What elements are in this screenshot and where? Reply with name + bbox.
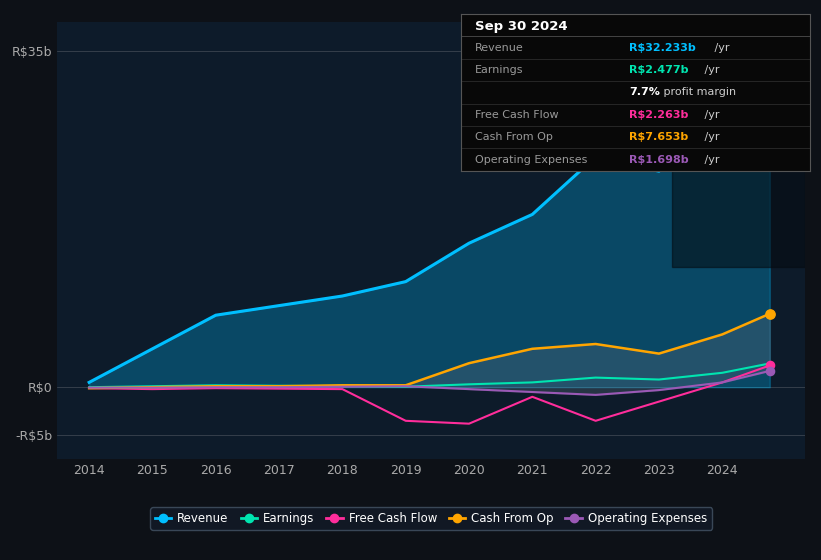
Bar [672,22,805,267]
Text: R$32.233b: R$32.233b [629,43,695,53]
Text: R$2.477b: R$2.477b [629,65,688,75]
Text: /yr: /yr [701,155,720,165]
Text: /yr: /yr [710,43,729,53]
Point [764,309,777,318]
Text: Earnings: Earnings [475,65,524,75]
Text: Revenue: Revenue [475,43,524,53]
Text: 7.7%: 7.7% [629,87,660,97]
Text: R$2.263b: R$2.263b [629,110,688,120]
Text: Operating Expenses: Operating Expenses [475,155,588,165]
Text: R$1.698b: R$1.698b [629,155,689,165]
Point [764,73,777,82]
Legend: Revenue, Earnings, Free Cash Flow, Cash From Op, Operating Expenses: Revenue, Earnings, Free Cash Flow, Cash … [150,507,712,530]
Point [764,366,777,375]
Text: profit margin: profit margin [660,87,736,97]
Text: /yr: /yr [701,132,720,142]
Text: /yr: /yr [701,110,720,120]
Text: /yr: /yr [701,65,720,75]
Text: Sep 30 2024: Sep 30 2024 [475,20,568,33]
Text: R$7.653b: R$7.653b [629,132,688,142]
Point [764,361,777,370]
Text: Cash From Op: Cash From Op [475,132,553,142]
Text: Free Cash Flow: Free Cash Flow [475,110,559,120]
